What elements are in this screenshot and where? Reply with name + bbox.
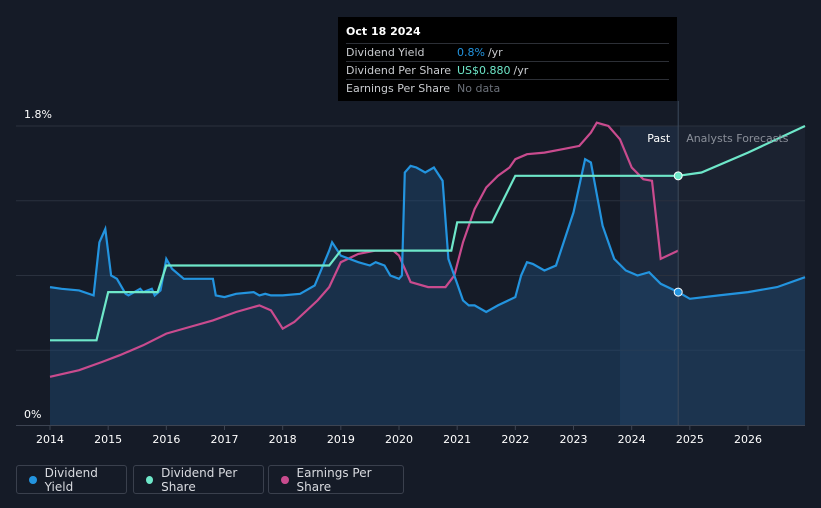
dividend-yield-line [49,157,806,314]
dividend-yield-area [50,159,805,425]
tooltip-label: Dividend Yield [346,46,425,59]
x-tick-label: 2016 [152,433,180,446]
tooltip-unit: /yr [513,64,529,77]
gridlines [16,125,805,351]
dividend-per-share-marker[interactable] [673,171,683,181]
tooltip-label: Earnings Per Share [346,82,451,95]
past-label: Past [647,132,671,145]
legend-label: Dividend Per Share [161,465,238,494]
legend-label: Earnings Per Share [296,465,372,494]
dividend-yield-marker[interactable] [673,287,683,297]
y-axis-min-label: 0% [24,408,41,421]
tooltip-label: Dividend Per Share [346,64,452,77]
earnings-per-share-line [49,121,679,378]
tooltip-date: Oct 18 2024 [346,25,421,38]
legend-item-dividend-per-share[interactable]: Dividend Per Share [133,465,264,494]
legend-dot-icon [29,475,37,484]
x-tick-label: 2017 [210,433,238,446]
y-axis-max-label: 1.8% [24,108,52,121]
tooltip-row-dividend-yield: Dividend Yield 0.8% /yr [346,43,669,61]
tooltip-value: 0.8% [457,46,485,59]
legend-item-dividend-yield[interactable]: Dividend Yield [16,465,127,494]
legend-label: Dividend Yield [44,465,98,494]
x-tick-label: 2021 [443,433,471,446]
tooltip-row-earnings-per-share: Earnings Per Share No data [346,79,669,97]
tooltip-value: No data [457,82,501,95]
dividend-per-share-line [50,125,806,342]
legend-dot-icon [281,475,289,484]
legend-item-earnings-per-share[interactable]: Earnings Per Share [268,465,404,494]
analysts-forecasts-label: Analysts Forecasts [686,132,789,145]
x-tick-label: 2025 [676,433,704,446]
tooltip: Oct 18 2024 Dividend Yield 0.8% /yr Divi… [338,17,677,101]
tooltip-value: US$0.880 [457,64,511,77]
x-tick-label: 2019 [327,433,355,446]
x-tick-label: 2022 [501,433,529,446]
x-tick-label: 2020 [385,433,413,446]
x-tick-label: 2014 [36,433,64,446]
x-tick-label: 2018 [269,433,297,446]
tooltip-row-dividend-per-share: Dividend Per Share US$0.880 /yr [346,61,669,79]
x-tick-label: 2023 [559,433,587,446]
x-tick-label: 2024 [618,433,646,446]
x-tick-label: 2026 [734,433,762,446]
legend-dot-icon [146,475,154,484]
tooltip-unit: /yr [487,46,503,59]
x-axis-ticks: 2014 2015 2016 2017 2018 2019 2020 2021 2022 2023… [36,425,762,446]
x-tick-label: 2015 [94,433,122,446]
